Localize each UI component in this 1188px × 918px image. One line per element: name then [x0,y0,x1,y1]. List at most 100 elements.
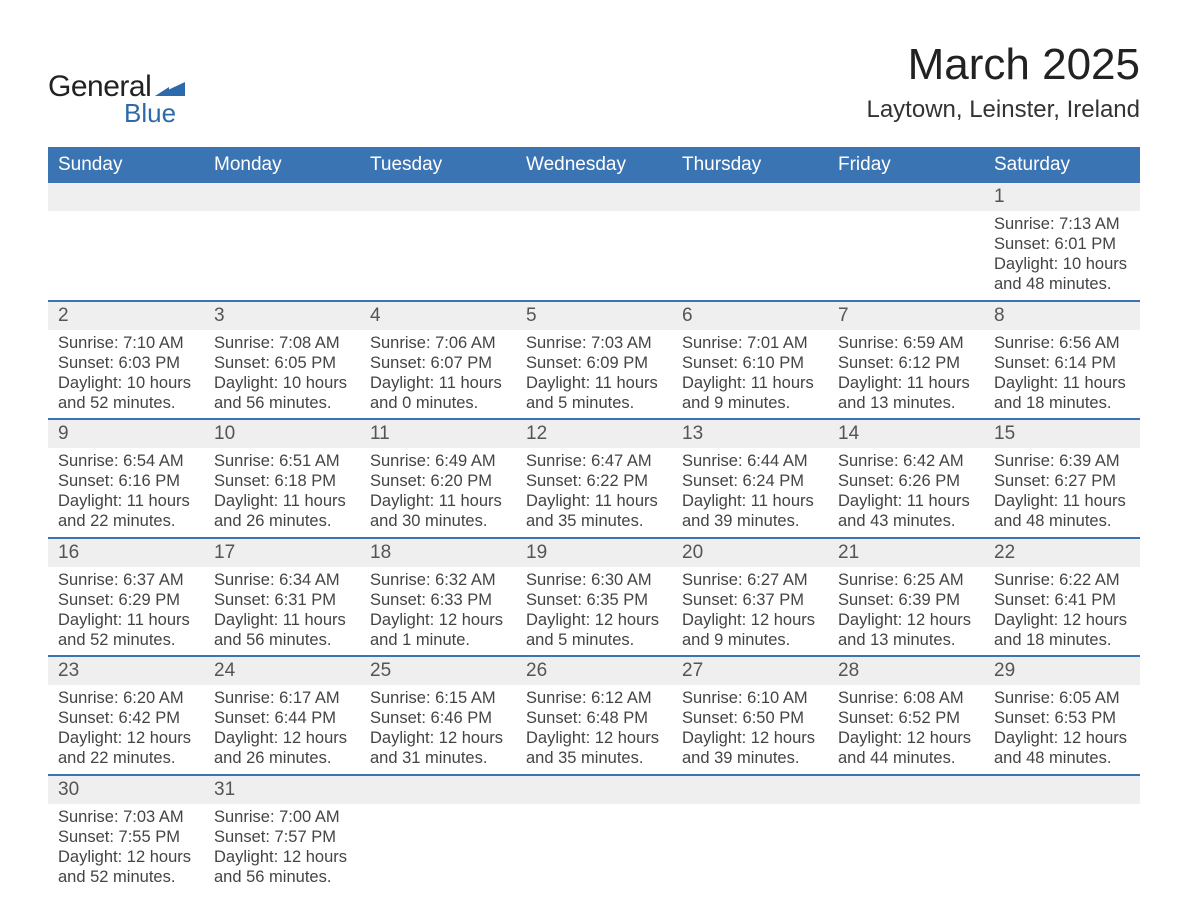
day-info-line: Daylight: 11 hours and 43 minutes. [838,491,974,531]
day-number: 20 [672,539,828,567]
day-info-line: Daylight: 11 hours and 9 minutes. [682,373,818,413]
day-info-line: Sunset: 6:50 PM [682,708,818,728]
day-info-line: Sunrise: 6:05 AM [994,688,1130,708]
day-number: 26 [516,657,672,685]
day-info-line: Sunset: 6:26 PM [838,471,974,491]
day-info-line: Daylight: 10 hours and 48 minutes. [994,254,1130,294]
day-info [828,211,984,291]
day-info-line: Sunrise: 7:10 AM [58,333,194,353]
week-row: 9Sunrise: 6:54 AMSunset: 6:16 PMDaylight… [48,418,1140,537]
day-info-line: Sunrise: 7:03 AM [526,333,662,353]
day-info-line: Sunrise: 7:13 AM [994,214,1130,234]
day-info: Sunrise: 6:05 AMSunset: 6:53 PMDaylight:… [984,685,1140,774]
day-cell: 22Sunrise: 6:22 AMSunset: 6:41 PMDayligh… [984,539,1140,656]
day-info-line: Sunset: 6:44 PM [214,708,350,728]
day-cell [48,183,204,300]
day-cell: 31Sunrise: 7:00 AMSunset: 7:57 PMDayligh… [204,776,360,893]
day-info-line: Sunrise: 6:27 AM [682,570,818,590]
day-info-line: Sunrise: 6:42 AM [838,451,974,471]
day-info-line: Sunrise: 6:39 AM [994,451,1130,471]
week-row: 1 Sunrise: 7:13 AMSunset: 6:01 PMDaylight… [48,183,1140,300]
day-info: Sunrise: 6:27 AMSunset: 6:37 PMDaylight:… [672,567,828,656]
day-number [672,183,828,211]
day-cell [828,183,984,300]
day-info: Sunrise: 6:37 AMSunset: 6:29 PMDaylight:… [48,567,204,656]
day-info-line: Sunset: 6:24 PM [682,471,818,491]
day-number: 29 [984,657,1140,685]
day-info-line: Sunset: 6:22 PM [526,471,662,491]
day-info-line: Daylight: 12 hours and 1 minute. [370,610,506,650]
day-cell: 11Sunrise: 6:49 AMSunset: 6:20 PMDayligh… [360,420,516,537]
day-cell [672,183,828,300]
dow-cell: Monday [204,147,360,183]
day-cell [828,776,984,893]
day-cell: 18Sunrise: 6:32 AMSunset: 6:33 PMDayligh… [360,539,516,656]
day-number: 16 [48,539,204,567]
day-number: 7 [828,302,984,330]
day-info [516,804,672,884]
day-cell: 30Sunrise: 7:03 AMSunset: 7:55 PMDayligh… [48,776,204,893]
day-info-line: Daylight: 12 hours and 35 minutes. [526,728,662,768]
day-info: Sunrise: 6:22 AMSunset: 6:41 PMDaylight:… [984,567,1140,656]
brand-logo: General Blue [48,40,185,129]
day-info-line: Sunrise: 6:15 AM [370,688,506,708]
day-info-line: Sunrise: 6:20 AM [58,688,194,708]
day-info-line: Sunset: 6:01 PM [994,234,1130,254]
day-info-line: Sunrise: 6:08 AM [838,688,974,708]
day-info-line: Sunrise: 6:49 AM [370,451,506,471]
day-number: 30 [48,776,204,804]
day-info-line: Daylight: 12 hours and 31 minutes. [370,728,506,768]
day-info: Sunrise: 7:03 AMSunset: 7:55 PMDaylight:… [48,804,204,893]
day-number: 3 [204,302,360,330]
day-info [672,211,828,291]
day-number: 8 [984,302,1140,330]
day-info [672,804,828,884]
day-info: Sunrise: 6:56 AMSunset: 6:14 PMDaylight:… [984,330,1140,419]
day-info: Sunrise: 6:42 AMSunset: 6:26 PMDaylight:… [828,448,984,537]
day-info-line: Daylight: 12 hours and 26 minutes. [214,728,350,768]
day-number [204,183,360,211]
day-info-line: Daylight: 11 hours and 35 minutes. [526,491,662,531]
day-info-line: Sunrise: 7:08 AM [214,333,350,353]
day-number: 1 [984,183,1140,211]
day-number [516,183,672,211]
day-number: 21 [828,539,984,567]
day-info-line: Sunset: 6:37 PM [682,590,818,610]
day-number [828,776,984,804]
day-info: Sunrise: 6:15 AMSunset: 6:46 PMDaylight:… [360,685,516,774]
day-cell: 20Sunrise: 6:27 AMSunset: 6:37 PMDayligh… [672,539,828,656]
day-number: 2 [48,302,204,330]
day-info-line: Daylight: 12 hours and 56 minutes. [214,847,350,887]
dow-cell: Thursday [672,147,828,183]
day-info-line: Sunset: 6:35 PM [526,590,662,610]
day-number [360,776,516,804]
day-info-line: Sunrise: 7:01 AM [682,333,818,353]
day-cell: 4Sunrise: 7:06 AMSunset: 6:07 PMDaylight… [360,302,516,419]
day-info: Sunrise: 6:20 AMSunset: 6:42 PMDaylight:… [48,685,204,774]
day-cell: 13Sunrise: 6:44 AMSunset: 6:24 PMDayligh… [672,420,828,537]
day-info: Sunrise: 6:49 AMSunset: 6:20 PMDaylight:… [360,448,516,537]
day-number: 5 [516,302,672,330]
brand-line2: Blue [48,98,185,129]
day-cell: 2Sunrise: 7:10 AMSunset: 6:03 PMDaylight… [48,302,204,419]
day-info-line: Daylight: 12 hours and 48 minutes. [994,728,1130,768]
day-info-line: Daylight: 11 hours and 52 minutes. [58,610,194,650]
day-info-line: Sunset: 7:57 PM [214,827,350,847]
day-number: 19 [516,539,672,567]
day-number: 13 [672,420,828,448]
day-info-line: Daylight: 10 hours and 52 minutes. [58,373,194,413]
day-info: Sunrise: 6:39 AMSunset: 6:27 PMDaylight:… [984,448,1140,537]
day-cell [204,183,360,300]
day-info-line: Sunrise: 6:32 AM [370,570,506,590]
day-info: Sunrise: 7:06 AMSunset: 6:07 PMDaylight:… [360,330,516,419]
day-cell: 15Sunrise: 6:39 AMSunset: 6:27 PMDayligh… [984,420,1140,537]
day-info-line: Sunset: 6:07 PM [370,353,506,373]
day-info: Sunrise: 7:00 AMSunset: 7:57 PMDaylight:… [204,804,360,893]
day-info [360,211,516,291]
day-info-line: Sunset: 6:05 PM [214,353,350,373]
day-info-line: Sunset: 6:48 PM [526,708,662,728]
day-info-line: Sunset: 6:39 PM [838,590,974,610]
day-info [828,804,984,884]
week-row: 23Sunrise: 6:20 AMSunset: 6:42 PMDayligh… [48,655,1140,774]
weeks-container: 1Sunrise: 7:13 AMSunset: 6:01 PMDaylight… [48,183,1140,892]
